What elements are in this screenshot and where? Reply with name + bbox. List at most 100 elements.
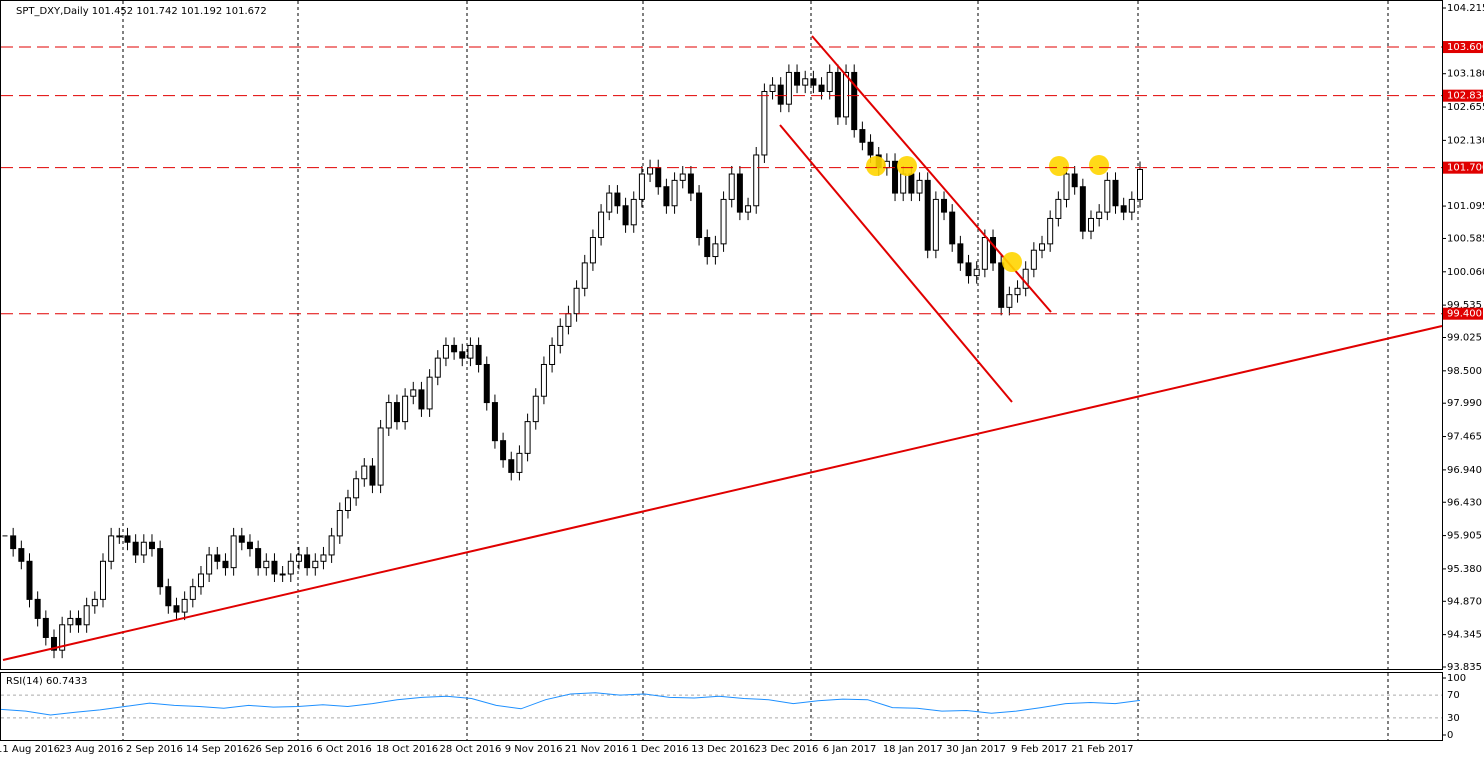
- candle-body: [949, 211, 956, 245]
- y-tick-label: 100.060: [1447, 267, 1484, 278]
- x-tick-label: 26 Sep 2016: [249, 744, 312, 755]
- candle-body: [1096, 211, 1103, 219]
- candle-body: [157, 548, 164, 588]
- level-tag: [1443, 161, 1483, 174]
- candle-body: [222, 560, 229, 569]
- candle-body: [990, 237, 997, 264]
- candle-body: [769, 84, 776, 92]
- candle-body: [932, 198, 939, 251]
- candle-body: [246, 541, 253, 550]
- candle-body: [230, 535, 237, 569]
- level-tag: [1443, 89, 1483, 102]
- candle-body: [189, 586, 196, 600]
- candle-body: [304, 554, 311, 569]
- candle-body: [336, 510, 343, 537]
- candle-body: [148, 541, 155, 550]
- candle-body: [393, 402, 400, 423]
- candle-body: [475, 344, 482, 365]
- rsi-tick-label: 30: [1447, 713, 1460, 724]
- candle-body: [834, 71, 841, 118]
- x-tick-label: 18 Oct 2016: [376, 744, 438, 755]
- price-pane: [0, 0, 1443, 670]
- candle-body: [1128, 198, 1135, 213]
- candle-body: [957, 243, 964, 264]
- level-tag: [1443, 41, 1483, 54]
- candle-body: [1071, 173, 1078, 188]
- candle-body: [720, 198, 727, 245]
- candle-body: [255, 548, 262, 569]
- candle-body: [42, 617, 49, 638]
- x-tick-label: 11 Aug 2016: [0, 744, 60, 755]
- candle-body: [761, 90, 768, 156]
- rsi-tick-label: 0: [1447, 730, 1453, 741]
- candle-body: [614, 192, 621, 207]
- candle-body: [1104, 179, 1111, 213]
- candle-body: [181, 598, 188, 613]
- candle-body: [965, 262, 972, 277]
- candle-body: [165, 586, 172, 607]
- candle-body: [467, 344, 474, 359]
- x-tick-label: 9 Nov 2016: [505, 744, 563, 755]
- candle-body: [328, 535, 335, 556]
- x-tick-label: 18 Jan 2017: [883, 744, 943, 755]
- rsi-tick-label: 100: [1447, 673, 1466, 684]
- candle-body: [810, 78, 817, 86]
- x-tick-label: 23 Aug 2016: [59, 744, 123, 755]
- candle-body: [728, 173, 735, 200]
- candle-body: [385, 402, 392, 429]
- candle-body: [238, 535, 245, 543]
- y-tick-label: 97.465: [1447, 432, 1482, 443]
- candle-body: [1112, 179, 1119, 207]
- candle-body: [908, 173, 915, 194]
- candle-body: [598, 211, 605, 239]
- candle-body: [173, 605, 180, 613]
- candle-body: [50, 636, 57, 651]
- candle-body: [549, 344, 556, 365]
- candle-body: [312, 560, 319, 569]
- candle-body: [214, 554, 221, 562]
- candle-body: [981, 237, 988, 270]
- candle-body: [418, 389, 425, 410]
- candle-body: [26, 560, 33, 600]
- candle-body: [941, 198, 948, 213]
- candle-body: [271, 560, 278, 575]
- candle-body: [491, 402, 498, 442]
- level-label: 101.700: [1447, 163, 1484, 174]
- y-tick-label: 94.345: [1447, 630, 1482, 641]
- candle-body: [1088, 217, 1095, 232]
- x-tick-label: 6 Oct 2016: [316, 744, 371, 755]
- candle-body: [140, 541, 147, 556]
- y-tick-label: 96.430: [1447, 497, 1482, 508]
- candle-body: [1137, 168, 1143, 200]
- candle-body: [736, 173, 743, 213]
- level-label: 103.600: [1447, 42, 1484, 53]
- candle-body: [410, 389, 417, 397]
- x-tick-label: 28 Oct 2016: [439, 744, 501, 755]
- candle-body: [851, 71, 858, 131]
- candle-body: [785, 71, 792, 105]
- candle-body: [826, 71, 833, 92]
- y-tick-label: 103.180: [1447, 69, 1484, 80]
- candle-body: [671, 179, 678, 207]
- x-tick-label: 30 Jan 2017: [946, 744, 1006, 755]
- level-label: 99.400: [1447, 309, 1482, 320]
- x-tick-label: 9 Feb 2017: [1011, 744, 1067, 755]
- candle-body: [647, 167, 654, 175]
- y-tick-label: 95.380: [1447, 564, 1482, 575]
- x-tick-label: 2 Sep 2016: [126, 744, 183, 755]
- candle-body: [973, 268, 980, 277]
- rsi-label: RSI(14) 60.7433: [6, 676, 87, 687]
- candle-body: [663, 186, 670, 207]
- candle-body: [867, 141, 874, 156]
- rsi-line: [0, 692, 1141, 716]
- candle-body: [99, 560, 106, 600]
- candle-body: [1030, 249, 1037, 270]
- candle-body: [924, 179, 931, 251]
- candle-body: [500, 440, 507, 461]
- candle-body: [402, 395, 409, 423]
- y-tick-label: 102.130: [1447, 135, 1484, 146]
- candle-body: [892, 160, 899, 194]
- candle-body: [67, 617, 74, 626]
- candle-body: [18, 548, 25, 562]
- candle-body: [753, 154, 760, 207]
